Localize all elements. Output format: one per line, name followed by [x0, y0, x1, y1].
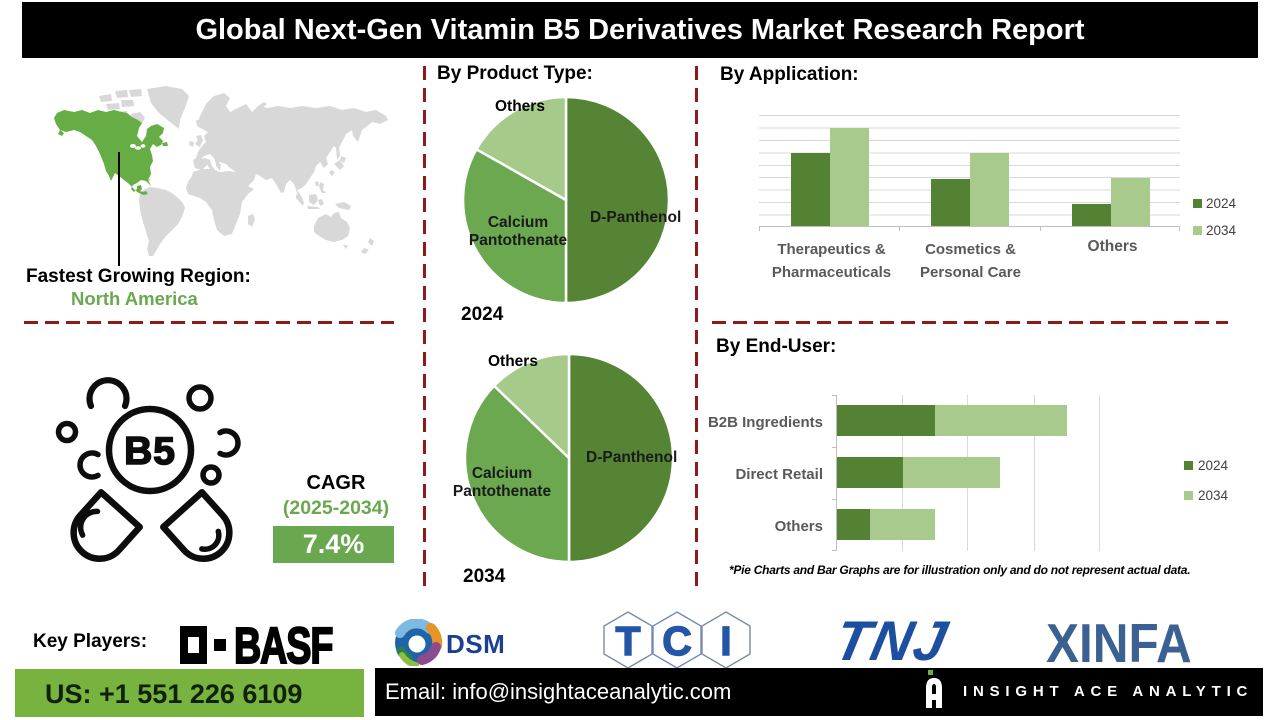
svg-text:T: T — [615, 618, 640, 664]
svg-text:I: I — [720, 618, 731, 664]
svg-text:C: C — [662, 618, 692, 664]
svg-text:B5: B5 — [124, 430, 176, 473]
